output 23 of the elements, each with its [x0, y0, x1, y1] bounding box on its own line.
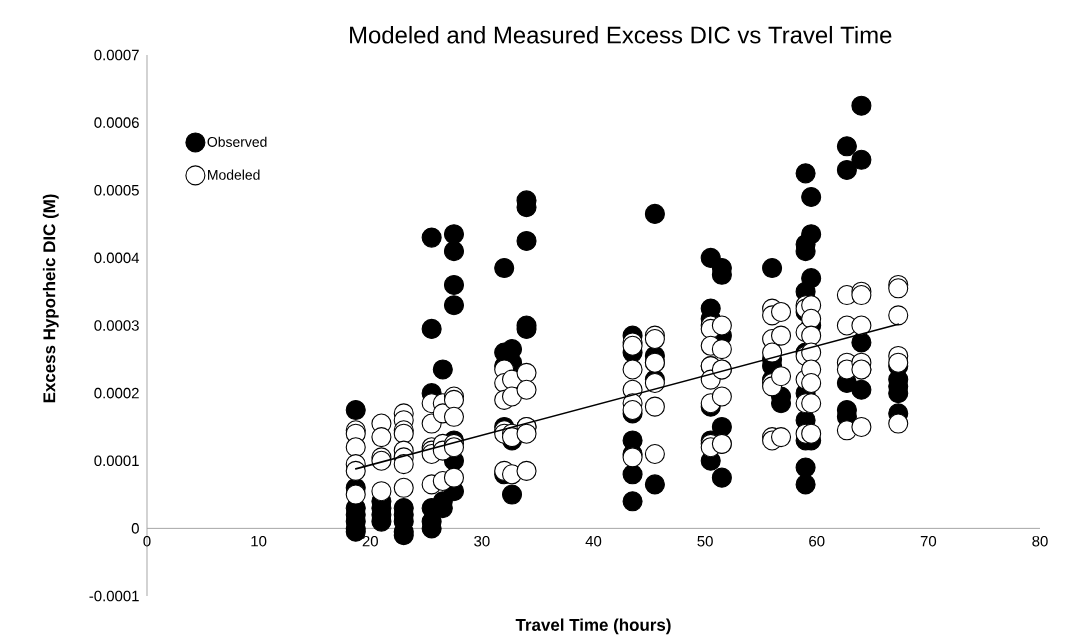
legend-label: Observed [207, 136, 267, 147]
legend-label: Modeled [208, 169, 260, 180]
x-tick-label: 40 [585, 535, 602, 547]
chart-title: Modeled and Measured Excess DIC vs Travel Time [350, 25, 892, 44]
y-axis-title: Excess Hyporheic DIC (M) [42, 194, 59, 403]
y-tick-label: 0.0001 [94, 455, 139, 467]
x-tick-label: 70 [920, 535, 937, 547]
x-tick-label: 80 [1032, 535, 1048, 547]
x-axis-title: Travel Time (hours) [515, 618, 671, 635]
y-tick-label: 0.0007 [94, 49, 139, 61]
y-tick-label: 0.0005 [94, 184, 139, 196]
x-tick-label: 30 [474, 535, 490, 547]
y-tick-label: 0.0003 [94, 320, 139, 331]
y-tick-label: -0.0001 [89, 590, 139, 602]
x-tick-label: 0 [143, 535, 151, 547]
x-tick-label: 60 [809, 535, 825, 547]
y-tick-label: 0.0002 [94, 387, 139, 399]
y-tick-label: 0 [131, 523, 139, 534]
y-tick-label: 0.0006 [94, 117, 139, 128]
x-tick-label: 10 [251, 535, 267, 547]
x-tick-label: 50 [697, 535, 713, 547]
y-tick-label: 0.0004 [94, 252, 140, 264]
x-tick-label: 20 [362, 535, 378, 547]
